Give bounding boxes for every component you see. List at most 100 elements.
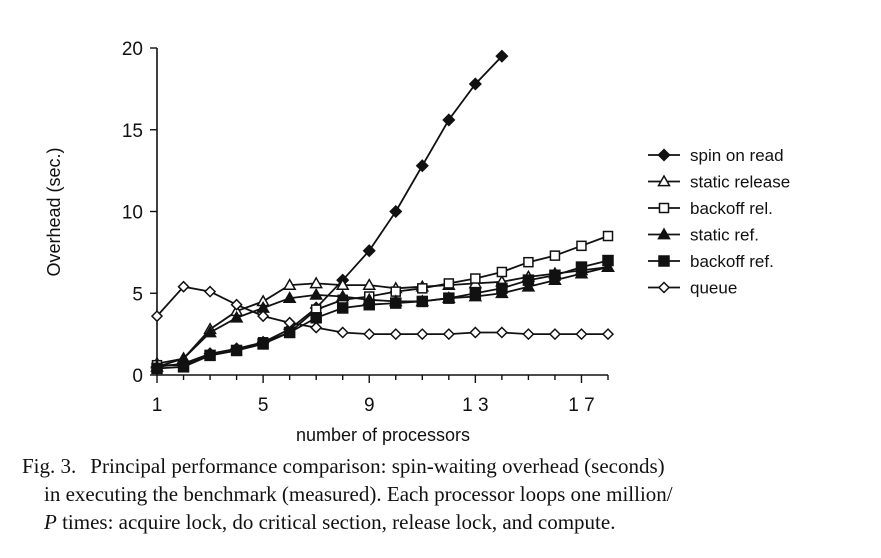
legend-label: backoff ref. (690, 252, 774, 271)
data-point-queue (575, 328, 588, 341)
legend-item-queue: queue (648, 279, 737, 298)
data-point-static-ref (574, 266, 589, 279)
data-point-backoff-rel (602, 230, 614, 242)
x-axis-label: number of processors (296, 425, 470, 445)
data-point-spin-on-read (362, 244, 376, 258)
figure-number: Fig. 3. (22, 454, 77, 478)
data-point-queue (442, 328, 455, 341)
legend-item-spin-on-read: spin on read (648, 146, 784, 165)
data-point-queue (283, 316, 296, 329)
data-point-backoff-ref (151, 362, 163, 375)
data-point-backoff-ref (257, 338, 269, 350)
data-point-queue (469, 326, 482, 339)
data-point-backoff-ref (363, 298, 375, 311)
data-point-backoff-rel (470, 273, 481, 284)
caption-text-3: times: acquire lock, do critical section… (56, 510, 616, 534)
data-point-backoff-rel (417, 283, 428, 294)
legend-label: static ref. (690, 226, 759, 245)
y-tick-label: 10 (122, 203, 143, 224)
axes (156, 48, 608, 376)
series-backoff-ref (151, 254, 614, 375)
series-line-backoff-ref (156, 259, 609, 370)
plot-area (150, 49, 615, 375)
legend-marker (657, 148, 671, 162)
data-point-static-ref (203, 325, 217, 338)
data-point-backoff-rel (496, 266, 508, 278)
data-point-backoff-rel (576, 240, 587, 252)
data-point-backoff-ref (496, 282, 508, 295)
data-point-backoff-ref (469, 287, 482, 299)
data-point-queue (389, 328, 402, 341)
legend-label: queue (690, 279, 737, 298)
data-point-backoff-ref (416, 295, 429, 308)
data-point-queue (416, 328, 429, 341)
data-point-static-release (362, 278, 377, 290)
y-axis-label: Overhead (sec.) (44, 147, 64, 276)
legend-marker (657, 174, 671, 187)
x-tick-label: 1 (152, 395, 163, 416)
legend-item-backoff-rel: backoff rel. (648, 199, 773, 218)
x-tick-label: 1 3 (462, 395, 488, 416)
series-line-static-release (156, 266, 609, 365)
data-point-static-ref (282, 291, 297, 304)
figure-caption: Fig. 3. Principal performance comparison:… (22, 452, 872, 536)
data-point-static-ref (309, 287, 323, 300)
data-point-static-release (309, 276, 323, 289)
caption-variable-p: P (44, 510, 57, 534)
data-point-backoff-ref (230, 344, 243, 357)
caption-text-1: Principal performance comparison: spin-w… (90, 454, 665, 478)
data-point-queue (150, 310, 164, 323)
data-point-backoff-ref (336, 302, 349, 314)
caption-line-1: Fig. 3. Principal performance comparison:… (22, 452, 872, 480)
legend-item-static-release: static release (648, 173, 790, 192)
data-point-queue (177, 280, 190, 293)
data-point-static-ref (521, 279, 536, 292)
data-point-backoff-ref (522, 274, 535, 286)
y-tick-label: 0 (132, 366, 143, 387)
data-point-backoff-ref (390, 297, 402, 309)
series-spin-on-read (150, 49, 509, 374)
legend-label: static release (690, 173, 790, 192)
data-point-static-ref (229, 310, 244, 323)
data-point-static-ref (601, 260, 615, 272)
series-queue (150, 280, 615, 341)
legend-marker (657, 281, 671, 294)
data-point-backoff-rel (443, 278, 455, 289)
data-point-static-release (335, 278, 350, 290)
data-point-spin-on-read (442, 113, 456, 127)
legend-item-static-ref: static ref. (648, 226, 759, 245)
data-point-queue (548, 328, 562, 341)
data-point-backoff-ref (283, 326, 296, 339)
data-point-queue (495, 326, 508, 339)
data-point-static-ref (335, 289, 350, 302)
data-point-spin-on-read (468, 77, 482, 91)
legend-marker (658, 255, 670, 267)
data-point-queue (336, 326, 349, 339)
data-point-backoff-ref (443, 292, 455, 304)
legend-label: spin on read (690, 146, 784, 165)
data-point-backoff-ref (204, 349, 216, 362)
data-point-backoff-rel (523, 256, 534, 268)
y-tick-label: 15 (122, 121, 143, 142)
data-point-queue (230, 298, 243, 311)
legend: spin on read static release backoff rel. st… (648, 146, 790, 298)
data-point-backoff-ref (549, 269, 561, 282)
data-point-backoff-rel (549, 250, 561, 261)
legend-marker (657, 227, 671, 240)
y-tick-label: 20 (122, 39, 143, 60)
data-point-backoff-ref (602, 254, 614, 267)
data-point-queue (310, 321, 323, 334)
data-point-backoff-ref (177, 361, 190, 373)
data-point-queue (363, 328, 376, 341)
data-point-backoff-ref (575, 261, 588, 273)
data-point-backoff-ref (310, 312, 322, 324)
data-point-static-release (282, 278, 297, 290)
data-point-spin-on-read (495, 49, 509, 63)
legend-marker (658, 202, 670, 214)
caption-line-2: in executing the benchmark (measured). E… (44, 482, 673, 506)
data-point-queue (522, 328, 535, 341)
y-tick-label: 5 (132, 284, 143, 305)
data-point-spin-on-read (415, 159, 429, 173)
